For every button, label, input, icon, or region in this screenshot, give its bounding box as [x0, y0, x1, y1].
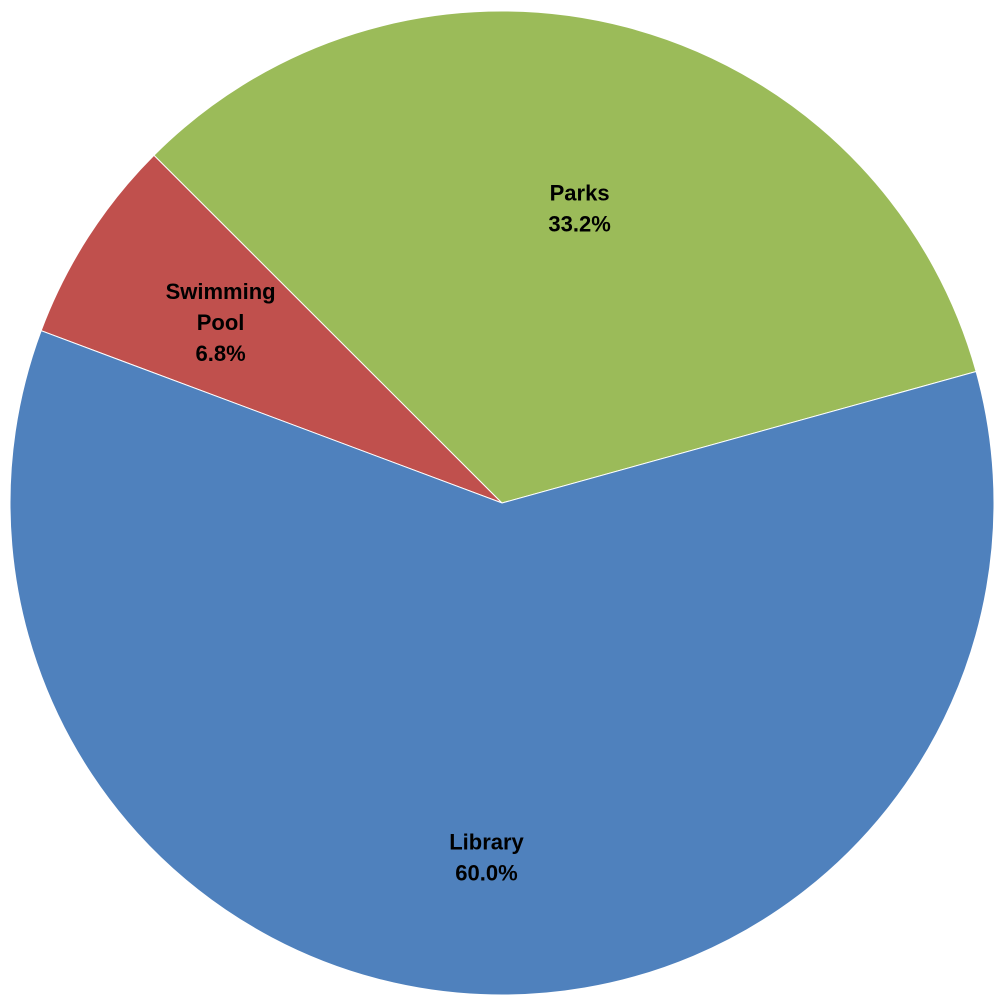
- pie-slice-swimming-pool: [40, 154, 503, 504]
- slice-name-label: Library: [449, 829, 524, 854]
- slice-name-label: Pool: [197, 310, 245, 335]
- pie-labels: Swimming Pool 6.8% Parks 33.2% Library 60.0%: [166, 181, 611, 886]
- slice-name-label: Swimming: [166, 279, 276, 304]
- slice-name-label: Parks: [550, 181, 610, 206]
- pie-slice-library: [9, 330, 995, 996]
- data-label-swimming-pool: Swimming Pool 6.8%: [166, 279, 276, 366]
- pie-slice-parks: [153, 10, 977, 504]
- pie-slices: [9, 10, 995, 996]
- slice-percent-label: 6.8%: [196, 341, 246, 366]
- data-label-parks: Parks 33.2%: [548, 181, 610, 237]
- slice-percent-label: 33.2%: [548, 212, 610, 237]
- slice-percent-label: 60.0%: [455, 860, 517, 885]
- data-label-library: Library 60.0%: [449, 829, 524, 885]
